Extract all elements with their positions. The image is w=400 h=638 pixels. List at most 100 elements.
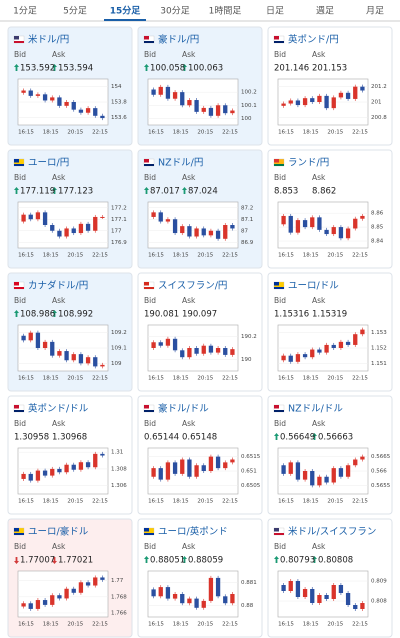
candle <box>158 212 163 222</box>
bid-value: 100.058 <box>150 64 185 74</box>
bid-label: Bid <box>274 296 286 305</box>
candle <box>180 459 185 474</box>
y-tick-label: 200.8 <box>371 115 387 121</box>
tab[interactable]: 15分足 <box>110 5 142 17</box>
ask-label: Ask <box>312 50 326 59</box>
candle <box>151 589 156 597</box>
ask-label: Ask <box>52 542 66 551</box>
candle <box>71 354 76 361</box>
candle <box>331 227 336 235</box>
candle <box>353 605 358 609</box>
x-tick-label: 20:15 <box>327 130 343 136</box>
pair-name: NZドル/ドル <box>288 404 343 415</box>
candle <box>64 464 69 473</box>
candle <box>324 95 329 109</box>
candle <box>310 349 315 358</box>
y-tick-label: 100 <box>241 116 252 122</box>
x-tick-label: 18:15 <box>303 499 319 505</box>
candle <box>281 355 286 361</box>
tab[interactable]: 日足 <box>266 6 284 17</box>
flag <box>274 287 284 289</box>
candle <box>172 594 178 599</box>
candle <box>57 97 62 106</box>
bid-value: 108.986 <box>20 310 55 320</box>
flag <box>144 533 154 535</box>
candle <box>302 220 308 228</box>
chart-frame <box>17 570 109 618</box>
bid-label: Bid <box>144 419 156 428</box>
candle <box>57 230 62 237</box>
chart-frame <box>17 201 109 249</box>
candle <box>158 86 163 95</box>
bid-value: 0.80793 <box>280 556 315 566</box>
y-tick-label: 0.651 <box>241 469 257 475</box>
candle <box>28 332 33 341</box>
flag <box>274 533 284 535</box>
y-tick-label: 0.6515 <box>241 454 261 460</box>
x-tick-label: 18:15 <box>303 253 319 259</box>
pair-name: 豪ドル/ドル <box>158 403 209 415</box>
y-tick-label: 177.2 <box>111 205 127 211</box>
x-tick-label: 18:15 <box>303 622 319 628</box>
candle <box>208 345 214 353</box>
ask-label: Ask <box>182 173 196 182</box>
tab[interactable]: 5分足 <box>63 6 87 17</box>
ask-value: 177.123 <box>58 187 93 197</box>
y-tick-label: 0.881 <box>241 580 257 586</box>
candle <box>281 215 286 225</box>
candle <box>201 107 206 112</box>
candle <box>158 342 163 346</box>
candle <box>230 110 235 114</box>
tab[interactable]: 1時間足 <box>209 6 242 17</box>
x-tick-label: 18:15 <box>173 376 189 382</box>
candle <box>78 354 84 364</box>
tab[interactable]: 30分足 <box>160 6 189 17</box>
y-tick-label: 0.566 <box>371 469 387 475</box>
candle <box>194 228 199 237</box>
candle <box>187 459 192 477</box>
candle <box>331 344 336 348</box>
candle <box>71 102 76 110</box>
x-tick-label: 18:15 <box>43 622 59 628</box>
flag <box>274 528 279 532</box>
pair-name: 英ポンド/ドル <box>28 403 89 415</box>
x-tick-label: 16:15 <box>278 376 294 382</box>
tab[interactable]: 1分足 <box>13 6 37 17</box>
tab[interactable]: 週足 <box>316 6 334 17</box>
candle <box>28 90 33 96</box>
flag <box>14 159 19 163</box>
bid-value: 201.146 <box>274 64 309 74</box>
pair-name: スイスフラン/円 <box>158 281 227 292</box>
candle <box>353 334 358 345</box>
candle <box>288 581 293 591</box>
candle <box>223 225 228 239</box>
candle <box>93 108 98 116</box>
x-tick-label: 20:15 <box>67 376 83 382</box>
candle <box>42 341 48 348</box>
flag <box>14 164 24 166</box>
candle <box>78 462 84 470</box>
x-tick-label: 22:15 <box>92 376 108 382</box>
flag <box>144 36 149 40</box>
tab[interactable]: 月足 <box>366 6 384 17</box>
ask-value: 100.063 <box>188 64 223 74</box>
ask-value: 108.992 <box>58 310 93 320</box>
flag <box>14 528 19 532</box>
flag <box>144 282 149 286</box>
candle <box>338 585 344 593</box>
